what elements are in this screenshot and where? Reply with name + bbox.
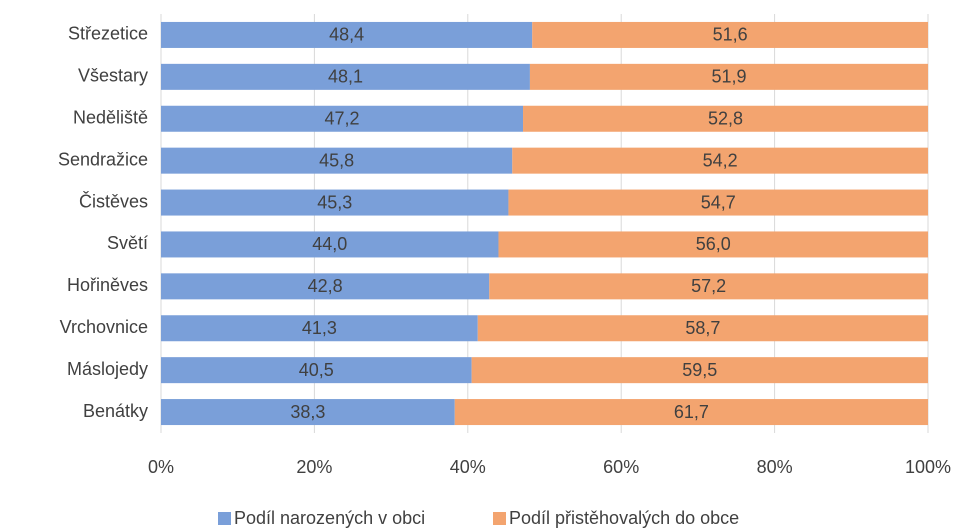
bar-segment	[512, 147, 928, 174]
bar-segment	[529, 63, 928, 90]
y-tick-label: Čistěves	[79, 190, 148, 211]
y-tick-label: Máslojedy	[67, 359, 148, 379]
data-label: 38,3	[290, 402, 325, 422]
bar-segment	[161, 231, 499, 258]
data-label: 44,0	[312, 234, 347, 254]
x-tick-label: 20%	[296, 457, 332, 477]
y-tick-label: Světí	[107, 233, 148, 253]
bar-segment	[161, 63, 530, 90]
data-label: 48,1	[328, 67, 363, 87]
data-label: 59,5	[682, 360, 717, 380]
bar-segment	[161, 21, 533, 48]
bar-segment	[161, 357, 472, 384]
data-label: 42,8	[308, 276, 343, 296]
data-label: 54,7	[701, 192, 736, 212]
x-tick-label: 80%	[757, 457, 793, 477]
data-label: 54,2	[703, 150, 738, 170]
bar-segment	[161, 315, 478, 342]
bar-segment	[523, 105, 928, 132]
bar-segment	[508, 189, 928, 216]
bar-segment	[161, 399, 455, 426]
legend-swatch	[218, 512, 231, 525]
legend-label: Podíl přistěhovalých do obce	[509, 508, 739, 528]
bar-segment	[161, 147, 513, 174]
data-label: 45,8	[319, 150, 354, 170]
bar-segment	[532, 21, 928, 48]
y-tick-label: Sendražice	[58, 149, 148, 169]
data-label: 48,4	[329, 25, 364, 45]
bar-segment	[498, 231, 928, 258]
data-label: 40,5	[299, 360, 334, 380]
data-label: 51,6	[713, 25, 748, 45]
y-tick-label: Všestary	[78, 66, 148, 86]
legend-swatch	[493, 512, 506, 525]
y-tick-label: Benátky	[83, 401, 148, 421]
data-label: 51,9	[711, 67, 746, 87]
y-tick-label: Hořiněves	[67, 275, 148, 295]
data-label: 61,7	[674, 402, 709, 422]
data-label: 58,7	[685, 318, 720, 338]
x-tick-label: 40%	[450, 457, 486, 477]
data-label: 52,8	[708, 109, 743, 129]
bar-segment	[477, 315, 928, 342]
data-label: 47,2	[324, 109, 359, 129]
y-tick-label: Vrchovnice	[60, 317, 148, 337]
data-label: 57,2	[691, 276, 726, 296]
data-label: 41,3	[302, 318, 337, 338]
y-tick-label: Střezetice	[68, 24, 148, 44]
x-tick-label: 100%	[905, 457, 951, 477]
x-tick-label: 0%	[148, 457, 174, 477]
bar-segment	[161, 189, 509, 216]
legend-label: Podíl narozených v obci	[234, 508, 425, 528]
bar-segment	[489, 273, 928, 300]
data-label: 45,3	[317, 192, 352, 212]
bar-segment	[161, 273, 490, 300]
bar-segment	[454, 399, 928, 426]
x-tick-label: 60%	[603, 457, 639, 477]
bar-segment	[471, 357, 928, 384]
data-label: 56,0	[696, 234, 731, 254]
bar-segment	[161, 105, 524, 132]
y-tick-label: Neděliště	[73, 108, 148, 128]
